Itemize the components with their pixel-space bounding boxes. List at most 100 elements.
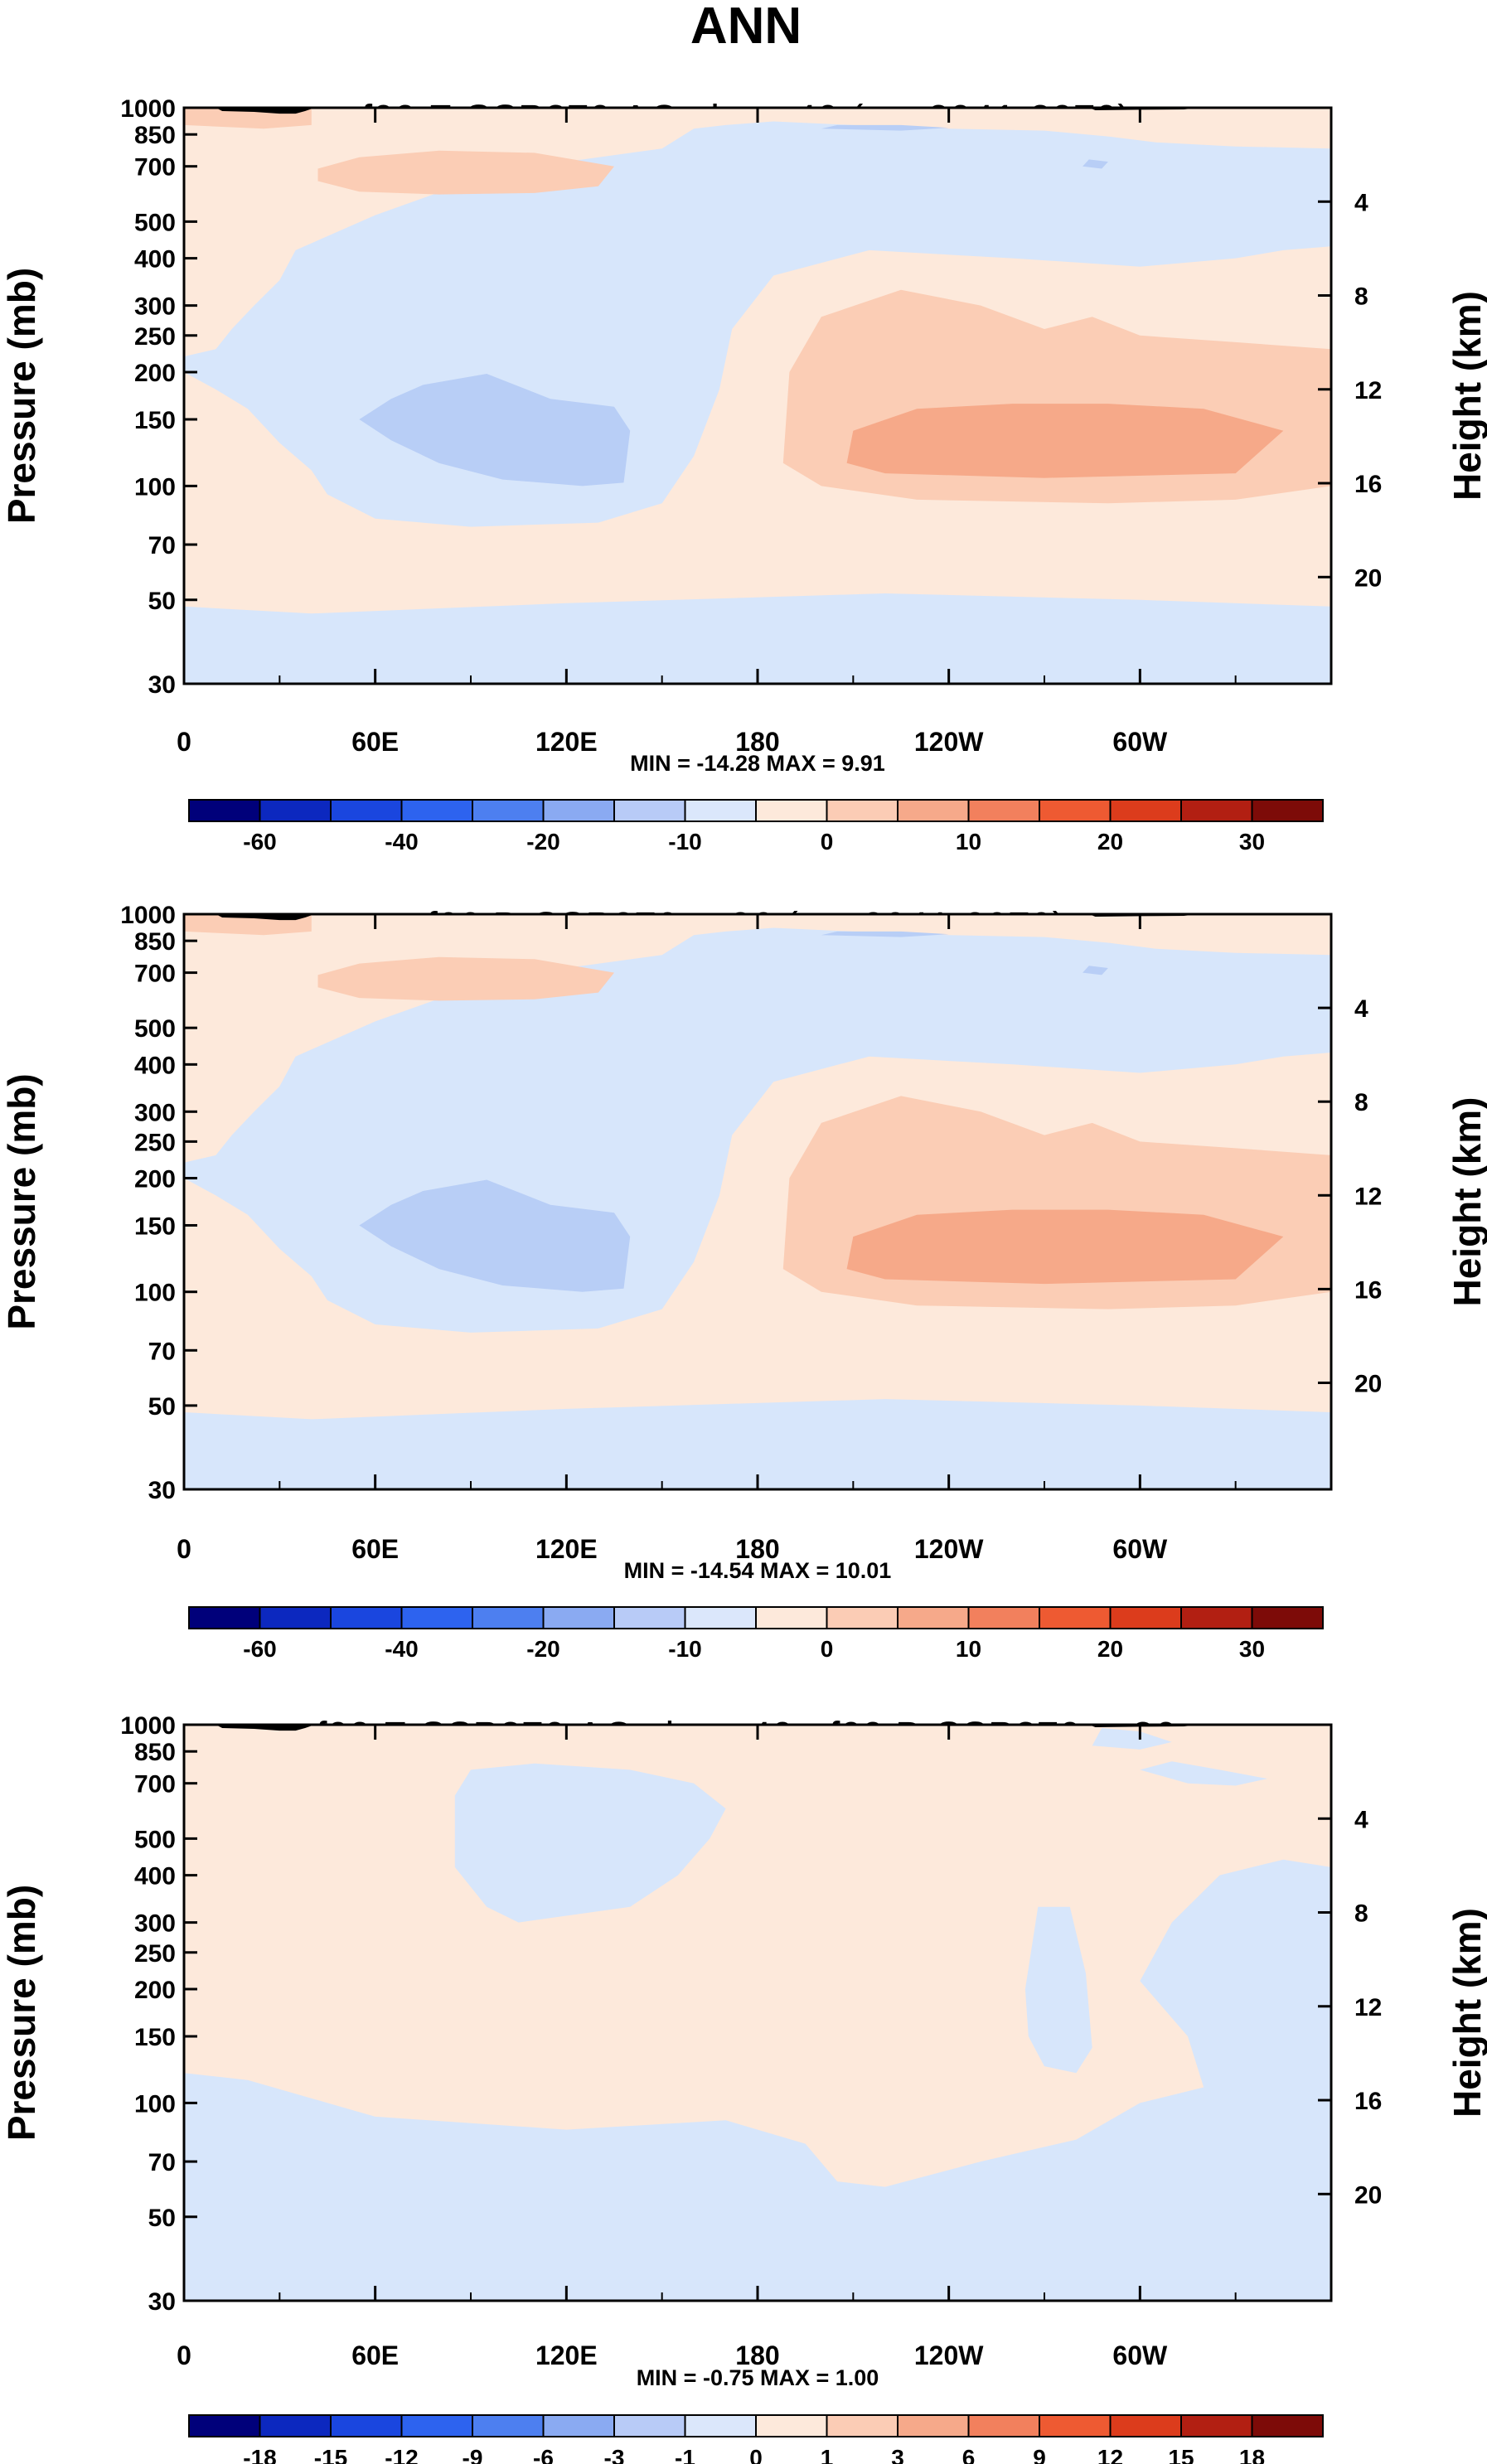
y-tick-label: 250 xyxy=(134,1940,176,1968)
colorbar-box xyxy=(755,1606,828,1629)
contour-band-10-15 xyxy=(846,404,1284,478)
colorbar-box xyxy=(542,2414,615,2437)
colorbar-box xyxy=(400,1606,473,1629)
contour-band-easterly-top xyxy=(184,1399,1331,1489)
height-tick-label: 4 xyxy=(1354,995,1368,1023)
y-tick-label: 500 xyxy=(134,1826,176,1853)
topography xyxy=(216,108,315,114)
x-tick-label: 60W xyxy=(1112,727,1168,757)
y-tick-label: 400 xyxy=(134,1863,176,1890)
x-tick-label: 60W xyxy=(1112,2341,1168,2370)
topography xyxy=(216,914,315,921)
y-tick-label: 250 xyxy=(134,323,176,351)
colorbar-box xyxy=(967,2414,1040,2437)
height-tick-label: 4 xyxy=(1354,189,1368,216)
colorbar-label: 30 xyxy=(1239,829,1265,854)
colorbar-label: -20 xyxy=(526,1636,559,1662)
colorbar-label: 9 xyxy=(1033,2445,1046,2464)
height-tick-label: 20 xyxy=(1354,564,1382,592)
y-tick-label: 30 xyxy=(148,671,176,699)
contour-band-low-5-10 xyxy=(317,956,614,1001)
height-tick-label: 20 xyxy=(1354,2181,1382,2209)
y-axis-title-right: Height (km) xyxy=(1446,1097,1487,1307)
colorbar-label: -40 xyxy=(385,829,418,854)
height-tick-label: 12 xyxy=(1354,1183,1382,1210)
y-tick-label: 50 xyxy=(148,1393,176,1421)
panel-2: f09.B-SSP370.ss36 (yrs 2041-2070)Zonal w… xyxy=(0,902,1487,1662)
colorbar-box xyxy=(684,2414,757,2437)
contour-band-neg1-0-patch xyxy=(1024,1906,1092,2074)
colorbar-label: -9 xyxy=(463,2445,483,2464)
height-tick-label: 20 xyxy=(1354,1370,1382,1397)
colorbar-box xyxy=(1180,2414,1253,2437)
colorbar-box xyxy=(684,799,757,822)
x-tick-label: 120E xyxy=(535,1534,598,1564)
colorbar-label: -1 xyxy=(675,2445,695,2464)
colorbar-box xyxy=(1251,2414,1324,2437)
colorbar-box xyxy=(897,799,970,822)
min-max-label: MIN = -0.75 MAX = 1.00 xyxy=(637,2365,879,2390)
y-tick-label: 1000 xyxy=(120,902,176,929)
colorbar-box xyxy=(188,1606,261,1629)
colorbar-box xyxy=(472,799,545,822)
x-tick-label: 60W xyxy=(1112,1534,1168,1564)
colorbar-box xyxy=(472,2414,545,2437)
min-max-label: MIN = -14.54 MAX = 10.01 xyxy=(624,1558,892,1583)
y-tick-label: 30 xyxy=(148,1477,176,1504)
x-tick-label: 180 xyxy=(735,727,779,757)
colorbar-box xyxy=(826,2414,898,2437)
y-tick-label: 50 xyxy=(148,2205,176,2232)
colorbar-box xyxy=(1180,1606,1253,1629)
y-tick-label: 300 xyxy=(134,1099,176,1126)
colorbar-box xyxy=(897,2414,970,2437)
colorbar-box xyxy=(684,1606,757,1629)
colorbar-box xyxy=(613,2414,686,2437)
contour-band-neg1-0-lower xyxy=(454,1763,726,1923)
y-tick-label: 150 xyxy=(134,2024,176,2051)
y-tick-label: 200 xyxy=(134,1166,176,1193)
colorbar-label: 20 xyxy=(1097,829,1123,854)
colorbar-label: 30 xyxy=(1239,1636,1265,1662)
y-tick-label: 850 xyxy=(134,928,176,956)
colorbar-label: -6 xyxy=(533,2445,554,2464)
colorbar-box xyxy=(826,1606,898,1629)
contour-band-neg1-0-surface xyxy=(1092,1728,1172,1750)
colorbar-label: 20 xyxy=(1097,1636,1123,1662)
y-axis-title: Pressure (mb) xyxy=(0,268,43,524)
colorbar-box xyxy=(1039,2414,1112,2437)
colorbar-box xyxy=(1039,799,1112,822)
contour-band-small-patch xyxy=(1083,159,1108,169)
y-tick-label: 70 xyxy=(148,1338,176,1365)
height-tick-label: 16 xyxy=(1354,2088,1382,2115)
colorbar-box xyxy=(330,2414,403,2437)
y-tick-label: 1000 xyxy=(120,1712,176,1740)
y-axis-title: Pressure (mb) xyxy=(0,1073,43,1329)
contour-band-pacific-low xyxy=(821,931,949,937)
colorbar-label: -10 xyxy=(668,1636,701,1662)
colorbar-label: 0 xyxy=(749,2445,763,2464)
colorbar-box xyxy=(259,799,332,822)
y-tick-label: 700 xyxy=(134,1771,176,1798)
colorbar-label: -60 xyxy=(243,829,276,854)
x-tick-label: 60E xyxy=(351,727,399,757)
height-tick-label: 8 xyxy=(1354,1900,1368,1928)
x-tick-label: 60E xyxy=(351,1534,399,1564)
contour-band-10-15 xyxy=(846,1209,1284,1285)
colorbar-label: -18 xyxy=(243,2445,276,2464)
y-tick-label: 300 xyxy=(134,1910,176,1938)
y-tick-label: 150 xyxy=(134,1213,176,1240)
colorbar-box xyxy=(613,1606,686,1629)
y-tick-label: 30 xyxy=(148,2288,176,2316)
x-tick-label: 180 xyxy=(735,1534,779,1564)
y-tick-label: 70 xyxy=(148,2149,176,2176)
colorbar-box xyxy=(967,799,1040,822)
height-tick-label: 16 xyxy=(1354,471,1382,498)
colorbar-box xyxy=(400,2414,473,2437)
y-tick-label: 70 xyxy=(148,532,176,559)
colorbar-box xyxy=(755,799,828,822)
panel-1: f09.F-SSP370.ACmip.ac40 (yrs 2041-2070)Z… xyxy=(0,95,1487,854)
colorbar-box xyxy=(1039,1606,1112,1629)
colorbar-label: 10 xyxy=(956,1636,981,1662)
colorbar-label: -40 xyxy=(385,1636,418,1662)
